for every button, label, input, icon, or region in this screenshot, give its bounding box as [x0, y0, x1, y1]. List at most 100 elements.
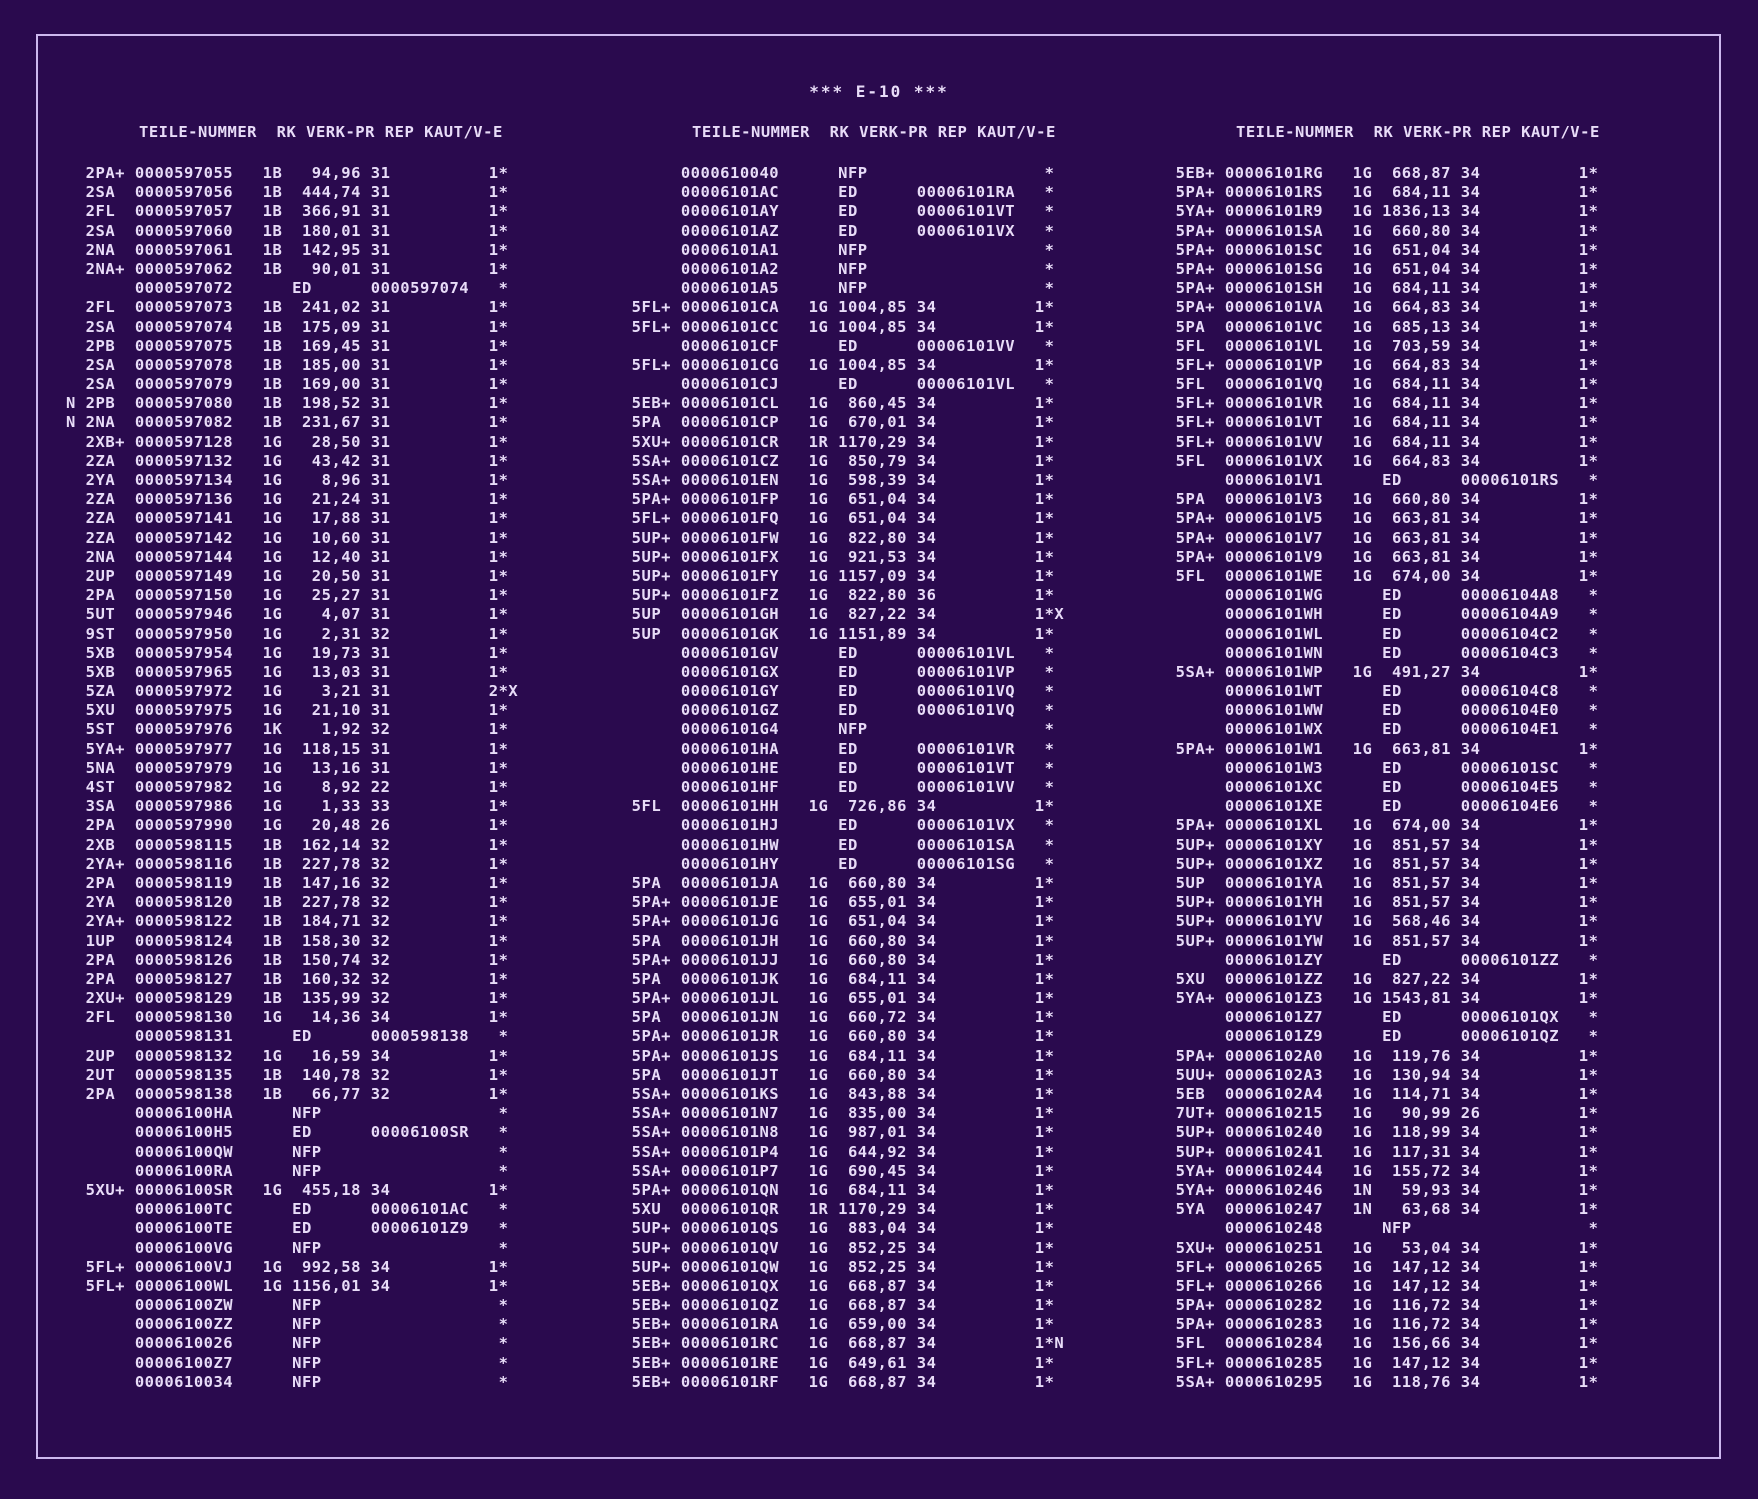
- table-row: 5ST 0000597976 1K 1,92 32 1*: [66, 720, 509, 739]
- table-row: 5UP+ 00006101YW 1G 851,57 34 1*: [1156, 931, 1599, 950]
- table-row: 0000610248 NFP *: [1156, 1219, 1599, 1238]
- table-row: 5SA+ 00006101P4 1G 644,92 34 1*: [612, 1142, 1055, 1161]
- table-row: 5FL 00006101VX 1G 664,83 34 1*: [1156, 451, 1599, 470]
- table-row: 2ZA 0000597141 1G 17,88 31 1*: [66, 509, 509, 528]
- table-row: 00006100QW NFP *: [66, 1142, 509, 1161]
- table-row: 5PA+ 00006101JL 1G 655,01 34 1*: [612, 989, 1055, 1008]
- table-row: 00006100RA NFP *: [66, 1161, 509, 1180]
- table-row: 5YA 0000610247 1N 63,68 34 1*: [1156, 1200, 1599, 1219]
- table-row: 5YA+ 0000610246 1N 59,93 34 1*: [1156, 1180, 1599, 1199]
- table-row: 5EB+ 00006101RA 1G 659,00 34 1*: [612, 1315, 1055, 1334]
- table-row: 5PA+ 00006101JS 1G 684,11 34 1*: [612, 1046, 1055, 1065]
- table-row: 2YA 0000597134 1G 8,96 31 1*: [66, 471, 509, 489]
- column-header-2: TEILE-NUMMER RK VERK-PR REP KAUT/V-E: [692, 123, 1056, 141]
- table-row: 5PA+ 00006101JJ 1G 660,80 34 1*: [612, 950, 1055, 969]
- table-row: 00006100H5 ED 00006100SR *: [66, 1123, 509, 1142]
- table-row: 5FL 00006101VQ 1G 684,11 34 1*: [1156, 375, 1599, 394]
- table-row: 2UP 0000597149 1G 20,50 31 1*: [66, 566, 509, 585]
- table-row: 00006101WT ED 00006104C8 *: [1156, 682, 1599, 701]
- table-row: 5UP+ 0000610240 1G 118,99 34 1*: [1156, 1123, 1599, 1142]
- table-row: 1UP 0000598124 1B 158,30 32 1*: [66, 931, 509, 950]
- table-row: 00006100TE ED 00006101Z9 *: [66, 1219, 509, 1238]
- table-row: 5FL 00006101HH 1G 726,86 34 1*: [612, 797, 1055, 816]
- table-row: 5EB+ 00006101QZ 1G 668,87 34 1*: [612, 1296, 1055, 1315]
- table-row: 2PA 0000598119 1B 147,16 32 1*: [66, 873, 509, 892]
- table-row: 0000610034 NFP *: [66, 1372, 509, 1391]
- table-row: 2SA 0000597056 1B 444,74 31 1*: [66, 183, 509, 202]
- table-row: 00006101V1 ED 00006101RS *: [1156, 471, 1599, 489]
- table-row: 2ZA 0000597136 1G 21,24 31 1*: [66, 490, 509, 509]
- table-row: 5UP+ 00006101QS 1G 883,04 34 1*: [612, 1219, 1055, 1238]
- table-row: 00006101WW ED 00006104E0 *: [1156, 701, 1599, 720]
- table-row: 00006101WX ED 00006104E1 *: [1156, 720, 1599, 739]
- table-row: 5PA+ 0000610282 1G 116,72 34 1*: [1156, 1296, 1599, 1315]
- table-row: 2FL 0000597057 1B 366,91 31 1*: [66, 202, 509, 221]
- table-row: 5PA 00006101CP 1G 670,01 34 1*: [612, 413, 1055, 432]
- table-row: 5UP+ 00006101XY 1G 851,57 34 1*: [1156, 835, 1599, 854]
- table-row: 5ZA 0000597972 1G 3,21 31 2*X: [66, 682, 519, 701]
- table-row: 5XU+ 00006101CR 1R 1170,29 34 1*: [612, 432, 1055, 451]
- table-row: 5FL 00006101VL 1G 703,59 34 1*: [1156, 336, 1599, 355]
- table-row: 2NA 0000597144 1G 12,40 31 1*: [66, 547, 509, 566]
- table-row: 5PA+ 00006101XL 1G 674,00 34 1*: [1156, 816, 1599, 835]
- table-row: 5EB+ 00006101RE 1G 649,61 34 1*: [612, 1353, 1055, 1372]
- table-row: 5PA+ 00006101V9 1G 663,81 34 1*: [1156, 547, 1599, 566]
- table-row: 00006101CF ED 00006101VV *: [612, 336, 1055, 355]
- table-row: 00006101WL ED 00006104C2 *: [1156, 624, 1599, 643]
- table-row: 00006101A5 NFP *: [612, 279, 1055, 298]
- table-row: 2YA 0000598120 1B 227,78 32 1*: [66, 893, 509, 912]
- table-row: 5XB 0000597954 1G 19,73 31 1*: [66, 643, 509, 662]
- table-row: 00006101A2 NFP *: [612, 259, 1055, 278]
- table-row: 5FL+ 00006101FQ 1G 651,04 34 1*: [612, 509, 1055, 528]
- table-row: 00006101A1 NFP *: [612, 240, 1055, 259]
- table-row: 00006101ZY ED 00006101ZZ *: [1156, 950, 1599, 969]
- table-row: 5YA+ 0000597977 1G 118,15 31 1*: [66, 739, 509, 758]
- table-row: 00006100TC ED 00006101AC *: [66, 1200, 509, 1219]
- table-row: 2PA 0000597150 1G 25,27 31 1*: [66, 586, 509, 605]
- table-row: 5FL+ 00006101CC 1G 1004,85 34 1*: [612, 317, 1055, 336]
- table-row: 5UP+ 00006101YH 1G 851,57 34 1*: [1156, 893, 1599, 912]
- page-frame: [36, 34, 1721, 1459]
- table-row: 5FL+ 0000610266 1G 147,12 34 1*: [1156, 1276, 1599, 1295]
- table-row: 5NA 0000597979 1G 13,16 31 1*: [66, 758, 509, 777]
- table-row: 5EB+ 00006101RG 1G 668,87 34 1*: [1156, 164, 1599, 182]
- table-row: 0000597072 ED 0000597074 *: [66, 279, 509, 298]
- table-row: 0000610040 NFP *: [612, 164, 1055, 182]
- table-row: 5PA 00006101VC 1G 685,13 34 1*: [1156, 317, 1599, 336]
- table-row: 5FL+ 00006100WL 1G 1156,01 34 1*: [66, 1276, 509, 1295]
- table-row: 00006101WH ED 00006104A9 *: [1156, 605, 1599, 624]
- table-row: 7UT+ 0000610215 1G 90,99 26 1*: [1156, 1104, 1599, 1123]
- table-row: 2FL 0000598130 1G 14,36 34 1*: [66, 1008, 509, 1027]
- table-row: 5PA+ 00006101SC 1G 651,04 34 1*: [1156, 240, 1599, 259]
- table-row: 00006101Z9 ED 00006101QZ *: [1156, 1027, 1599, 1046]
- table-row: 2PA 0000598127 1B 160,32 32 1*: [66, 969, 509, 988]
- table-row: 3SA 0000597986 1G 1,33 33 1*: [66, 797, 509, 816]
- table-row: 2PA 0000598138 1B 66,77 32 1*: [66, 1085, 509, 1103]
- table-row: N 2NA 0000597082 1B 231,67 31 1*: [66, 413, 509, 432]
- table-row: 5YA+ 0000610244 1G 155,72 34 1*: [1156, 1161, 1599, 1180]
- table-row: 5SA+ 00006101N8 1G 987,01 34 1*: [612, 1123, 1055, 1142]
- table-row: 5PA+ 00006101RS 1G 684,11 34 1*: [1156, 183, 1599, 202]
- table-row: 5UU+ 00006102A3 1G 130,94 34 1*: [1156, 1065, 1599, 1084]
- table-row: 00006101XC ED 00006104E5 *: [1156, 778, 1599, 796]
- table-row: 00006101GX ED 00006101VP *: [612, 662, 1055, 681]
- table-row: 2PA+ 0000597055 1B 94,96 31 1*: [66, 164, 509, 182]
- table-row: 2XB+ 0000597128 1G 28,50 31 1*: [66, 432, 509, 451]
- table-row: 00006100HA NFP *: [66, 1104, 509, 1123]
- table-row: 5FL+ 00006100VJ 1G 992,58 34 1*: [66, 1257, 509, 1276]
- table-row: 5UP+ 00006101FX 1G 921,53 34 1*: [612, 547, 1055, 566]
- table-row: 5PA+ 00006101QN 1G 684,11 34 1*: [612, 1180, 1055, 1199]
- table-row: 5PA 00006101V3 1G 660,80 34 1*: [1156, 490, 1599, 509]
- table-row: 00006101G4 NFP *: [612, 720, 1055, 739]
- table-row: 5SA+ 00006101WP 1G 491,27 34 1*: [1156, 662, 1599, 681]
- table-row: 5EB+ 00006101RC 1G 668,87 34 1*N: [612, 1334, 1065, 1353]
- table-row: 00006100VG NFP *: [66, 1238, 509, 1257]
- table-row: 9ST 0000597950 1G 2,31 32 1*: [66, 624, 509, 643]
- table-row: 00006101W3 ED 00006101SC *: [1156, 758, 1599, 777]
- table-row: 5XB 0000597965 1G 13,03 31 1*: [66, 662, 509, 681]
- table-row: 00006101Z7 ED 00006101QX *: [1156, 1008, 1599, 1027]
- table-row: 5FL+ 00006101VR 1G 684,11 34 1*: [1156, 394, 1599, 413]
- table-row: 5UP+ 00006101FY 1G 1157,09 34 1*: [612, 566, 1055, 585]
- table-row: 5PA+ 0000610283 1G 116,72 34 1*: [1156, 1315, 1599, 1334]
- column-header-3: TEILE-NUMMER RK VERK-PR REP KAUT/V-E: [1236, 123, 1600, 141]
